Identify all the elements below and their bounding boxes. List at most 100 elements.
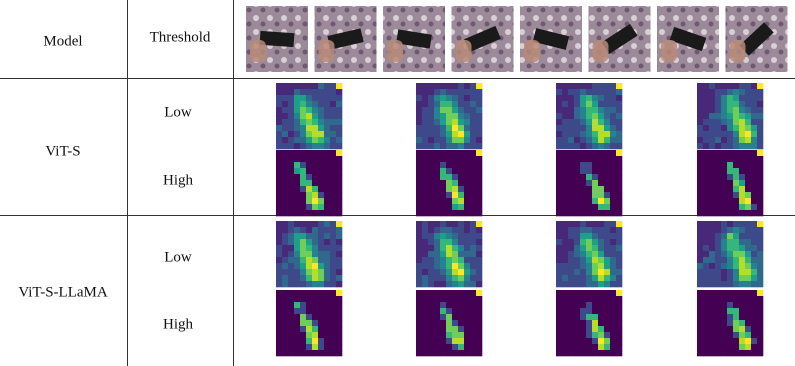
heatmap-cell (739, 101, 746, 108)
heatmap-cell (562, 125, 569, 132)
heatmap-cell (757, 198, 764, 205)
heatmap-cell (306, 101, 313, 108)
heatmap-cell (709, 198, 716, 205)
heatmap-cell (318, 332, 325, 339)
heatmap-cell (697, 162, 704, 169)
heatmap-cell (428, 186, 435, 193)
heatmap-cell (300, 180, 307, 187)
heatmap-cell (422, 245, 429, 252)
heatmap-cell (294, 290, 301, 297)
heatmap-cell (428, 338, 435, 345)
heatmap-cell (751, 180, 758, 187)
heatmap-cell (330, 221, 337, 228)
heatmap-cell (751, 326, 758, 333)
phone (739, 22, 774, 56)
heatmap-cell (336, 326, 343, 333)
heatmap-cell (306, 269, 313, 276)
heatmap-cell (703, 257, 710, 264)
heatmap-cell (300, 239, 307, 246)
heatmap-cell (586, 137, 593, 144)
heatmap-cell (428, 239, 435, 246)
heatmap-cell (727, 332, 734, 339)
heatmap-cell (616, 113, 623, 120)
heatmap-cell (452, 204, 459, 211)
heatmap-cell (745, 113, 752, 120)
heatmap-cell (300, 162, 307, 169)
heatmap-cell (703, 89, 710, 96)
heatmap-cell (592, 95, 599, 102)
heatmap-cell (336, 245, 343, 252)
heatmap-cell (336, 227, 343, 234)
heatmap-cell (568, 326, 575, 333)
heatmap-cell (715, 192, 722, 199)
heatmap-cell (282, 332, 289, 339)
heatmap-cell (464, 89, 471, 96)
heatmap-cell (440, 101, 447, 108)
heatmap-cell (336, 83, 343, 90)
heatmap-cell (592, 192, 599, 199)
heatmap-cell (751, 332, 758, 339)
heatmap-cell (288, 245, 295, 252)
heatmap-cell (598, 180, 605, 187)
heatmap-cell (476, 119, 483, 126)
heatmap-cell (592, 344, 599, 351)
heatmap-cell (446, 101, 453, 108)
heatmap-cell (739, 251, 746, 258)
heatmap-cell (288, 131, 295, 138)
heatmap-cell (276, 251, 283, 258)
heatmap-cell (703, 281, 710, 288)
heatmap-cell (476, 350, 483, 357)
heatmap-cell (715, 239, 722, 246)
heatmap-cell (580, 257, 587, 264)
heatmap-cell (282, 198, 289, 205)
heatmap-cell (434, 186, 441, 193)
heatmap-cell (282, 168, 289, 175)
heatmap-cell (562, 290, 569, 297)
heatmap (697, 83, 764, 150)
heatmap-cell (422, 101, 429, 108)
heatmap-cell (336, 338, 343, 345)
heatmap-cell (727, 251, 734, 258)
heatmap-cell (312, 150, 319, 157)
heatmap-cell (422, 227, 429, 234)
heatmap-cell (336, 125, 343, 132)
heatmap-cell (446, 332, 453, 339)
heatmap-cell (458, 275, 465, 282)
heatmap-cell (604, 263, 611, 270)
heatmap-cell (721, 290, 728, 297)
heatmap-cell (330, 290, 337, 297)
heatmap-cell (446, 174, 453, 181)
heatmap-cell (416, 89, 423, 96)
heatmap-cell (470, 168, 477, 175)
heatmap (697, 290, 764, 357)
heatmap-cell (452, 251, 459, 258)
heatmap-cell (306, 198, 313, 205)
heatmap-cell (428, 302, 435, 309)
heatmap-cell (476, 210, 483, 217)
heatmap-cell (312, 83, 319, 90)
heatmap-cell (562, 192, 569, 199)
heatmap-cell (721, 83, 728, 90)
heatmap-cell (598, 186, 605, 193)
heatmap-cell (446, 233, 453, 240)
heatmap-cell (324, 125, 331, 132)
heatmap-cell (318, 89, 325, 96)
heatmap-cell (464, 290, 471, 297)
heatmap-cell (440, 251, 447, 258)
heatmap-cell (458, 290, 465, 297)
heatmap-cell (580, 83, 587, 90)
heatmap-cell (757, 162, 764, 169)
heatmap-cell (446, 162, 453, 169)
heatmap-cell (458, 251, 465, 258)
heatmap-cell (416, 156, 423, 163)
heatmap-cell (721, 204, 728, 211)
heatmap-cell (751, 290, 758, 297)
hand (661, 40, 677, 62)
heatmap-cell (336, 302, 343, 309)
heatmap-cell (562, 350, 569, 357)
heatmap-cell (580, 290, 587, 297)
heatmap-cell (568, 89, 575, 96)
heatmap-cell (446, 119, 453, 126)
heatmap-cell (739, 320, 746, 327)
heatmap-cell (294, 245, 301, 252)
